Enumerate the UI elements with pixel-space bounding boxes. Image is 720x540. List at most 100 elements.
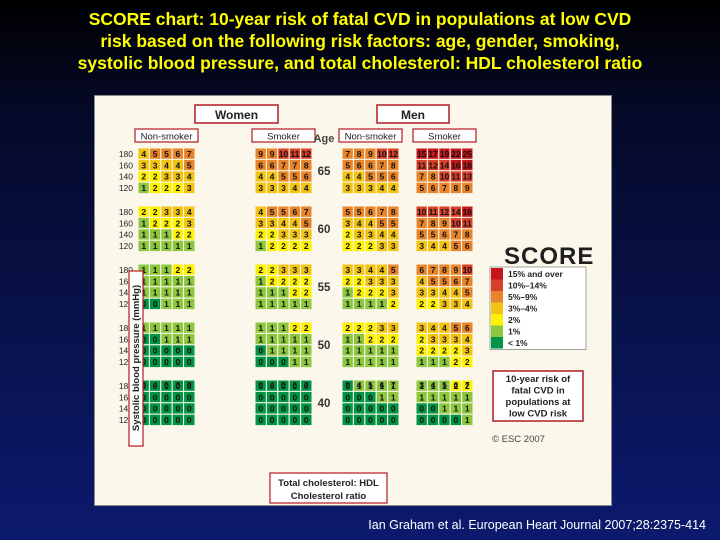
risk-cell-value: 2: [176, 230, 181, 240]
risk-cell-value: 0: [258, 381, 263, 391]
note-line: low CVD risk: [509, 409, 568, 420]
risk-cell-value: 3: [176, 207, 181, 217]
risk-cell-value: 0: [258, 415, 263, 425]
risk-cell-value: 7: [345, 149, 350, 159]
risk-cell-value: 1: [345, 334, 350, 344]
risk-cell-value: 0: [281, 392, 286, 402]
risk-cell-value: 1: [368, 381, 373, 391]
risk-cell-value: 4: [465, 299, 470, 309]
sbp-tick-label: 140: [119, 404, 133, 414]
risk-cell-value: 1: [281, 346, 286, 356]
age-label: 50: [318, 340, 331, 352]
risk-cell-value: 0: [304, 392, 309, 402]
risk-cell-value: 0: [391, 404, 396, 414]
score-logo: SCORE: [504, 243, 594, 270]
risk-cell-value: 5: [380, 172, 385, 182]
risk-cell-value: 6: [454, 276, 459, 286]
risk-cell-value: 1: [187, 334, 192, 344]
risk-cell-value: 7: [419, 172, 424, 182]
sbp-tick-label: 160: [119, 334, 133, 344]
legend-swatch: [491, 314, 503, 326]
risk-cell-value: 3: [419, 241, 424, 251]
risk-cell-value: 1: [141, 230, 146, 240]
risk-cell-value: 1: [454, 404, 459, 414]
risk-cell-value: 0: [258, 346, 263, 356]
risk-cell-value: 1: [164, 323, 169, 333]
risk-cell-value: 1: [465, 392, 470, 402]
risk-cell-value: 1: [380, 299, 385, 309]
risk-cell-value: 11: [417, 160, 426, 170]
legend-label: 15% and over: [508, 269, 563, 279]
risk-cell-value: 0: [153, 299, 158, 309]
sbp-tick-label: 120: [119, 183, 133, 193]
risk-cell-value: 1: [380, 381, 385, 391]
risk-cell-value: 2: [293, 288, 298, 298]
cholesterol-tick-label: 6: [293, 380, 298, 390]
risk-cell: [461, 413, 474, 427]
risk-cell-value: 4: [187, 172, 192, 182]
risk-cell-value: 4: [357, 218, 362, 228]
risk-cell-value: 1: [164, 241, 169, 251]
risk-cell-value: 2: [431, 299, 436, 309]
risk-cell-value: 0: [153, 334, 158, 344]
risk-cell-value: 3: [454, 334, 459, 344]
risk-cell-value: 2: [176, 265, 181, 275]
risk-cell-value: 2: [258, 265, 263, 275]
cholesterol-tick-label: 6: [176, 380, 181, 390]
citation: Ian Graham et al. European Heart Journal…: [368, 518, 706, 532]
risk-cell-value: 7: [454, 230, 459, 240]
legend-swatch: [491, 279, 503, 291]
risk-cell-value: 0: [176, 404, 181, 414]
gender-header-label: Men: [401, 108, 425, 122]
risk-cell-value: 14: [440, 160, 450, 170]
gender-header-label: Women: [215, 108, 258, 122]
risk-cell-value: 1: [281, 299, 286, 309]
risk-cell-value: 7: [465, 276, 470, 286]
risk-cell-value: 4: [391, 183, 396, 193]
risk-cell-value: 3: [442, 334, 447, 344]
risk-cell-value: 0: [153, 392, 158, 402]
risk-cell-value: 0: [153, 346, 158, 356]
sbp-tick-label: 160: [119, 276, 133, 286]
risk-cell-value: 1: [391, 346, 396, 356]
risk-cell-value: 0: [419, 415, 424, 425]
risk-cell-value: 0: [176, 415, 181, 425]
risk-cell-value: 4: [442, 288, 447, 298]
risk-cell-value: 2: [293, 241, 298, 251]
note-box: [492, 370, 584, 422]
risk-cell-value: 1: [258, 276, 263, 286]
risk-cell-value: 2: [153, 218, 158, 228]
risk-cell-value: 3: [258, 183, 263, 193]
risk-cell-value: 10: [377, 149, 387, 159]
risk-cell-value: 4: [380, 265, 385, 275]
risk-cell-value: 3: [391, 276, 396, 286]
risk-cell-value: 1: [153, 323, 158, 333]
risk-cell-value: 7: [187, 149, 192, 159]
risk-cell-value: 11: [290, 149, 299, 159]
risk-cell-value: 2: [419, 299, 424, 309]
risk-cell-value: 9: [258, 149, 263, 159]
risk-cell-value: 5: [391, 218, 396, 228]
risk-cell-value: 0: [153, 404, 158, 414]
risk-cell-value: 0: [431, 415, 436, 425]
risk-cell-value: 3: [380, 241, 385, 251]
cholesterol-tick-label: 4: [431, 380, 436, 390]
risk-cell-value: 0: [141, 404, 146, 414]
risk-cell-value: 6: [431, 183, 436, 193]
risk-cell-value: 0: [270, 392, 275, 402]
sbp-tick-label: 140: [119, 172, 133, 182]
sbp-tick-label: 120: [119, 415, 133, 425]
age-label: 65: [318, 166, 331, 178]
risk-cell-value: 3: [270, 218, 275, 228]
risk-cell-value: 3: [419, 323, 424, 333]
risk-cell-value: 1: [281, 334, 286, 344]
note-line: fatal CVD in: [511, 386, 565, 397]
risk-cell-value: 2: [357, 288, 362, 298]
risk-cell-value: 0: [357, 392, 362, 402]
risk-cell-value: 2: [270, 276, 275, 286]
risk-cell-value: 1: [304, 346, 309, 356]
risk-cell-value: 4: [357, 172, 362, 182]
risk-cell-value: 3: [368, 276, 373, 286]
risk-cell-value: 8: [442, 265, 447, 275]
risk-cell-value: 1: [431, 392, 436, 402]
